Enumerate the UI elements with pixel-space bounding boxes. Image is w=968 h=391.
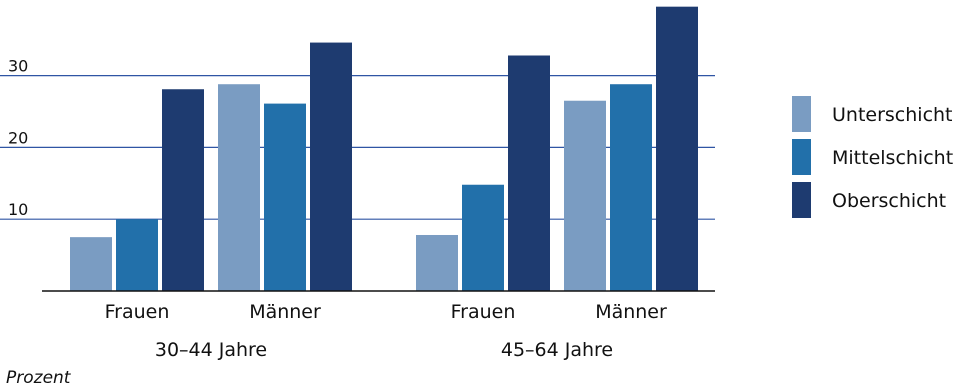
y-tick-label: 20 [8, 128, 28, 147]
bar-oberschicht-1 [310, 42, 352, 292]
group-label: 30–44 Jahre [155, 339, 267, 361]
bar-oberschicht-2 [508, 55, 550, 291]
legend-swatch-unterschicht [792, 96, 811, 132]
category-label: Männer [595, 301, 667, 323]
bar-unterschicht-0 [70, 237, 112, 291]
category-label: Frauen [451, 301, 516, 323]
category-label: Frauen [105, 301, 170, 323]
y-tick-label: 10 [8, 200, 28, 219]
category-label: Männer [249, 301, 321, 323]
bar-oberschicht-3 [656, 6, 698, 292]
bar-unterschicht-2 [416, 234, 458, 291]
y-axis-ticks: 10 20 30 [8, 57, 28, 220]
y-tick-label: 30 [8, 57, 28, 76]
legend-label-unterschicht: Unterschicht [832, 104, 953, 126]
legend-label-mittelschicht: Mittelschicht [832, 147, 953, 169]
group-labels: 30–44 Jahre 45–64 Jahre [155, 339, 613, 361]
bar-unterschicht-3 [564, 100, 606, 291]
bar-mittelschicht-2 [462, 184, 504, 291]
bar-oberschicht-0 [162, 89, 204, 291]
legend: Unterschicht Mittelschicht Oberschicht [792, 96, 953, 218]
y-axis-label: Prozent [6, 368, 72, 388]
bar-unterschicht-1 [218, 84, 260, 291]
bar-mittelschicht-0 [116, 219, 158, 291]
legend-swatch-mittelschicht [792, 139, 811, 175]
bar-mittelschicht-1 [264, 103, 306, 292]
bar-mittelschicht-3 [610, 84, 652, 291]
legend-label-oberschicht: Oberschicht [832, 190, 946, 212]
group-label: 45–64 Jahre [501, 339, 613, 361]
bars [70, 6, 698, 292]
legend-swatch-oberschicht [792, 182, 811, 218]
gridlines [0, 74, 715, 220]
category-labels: Frauen Männer Frauen Männer [105, 301, 667, 323]
